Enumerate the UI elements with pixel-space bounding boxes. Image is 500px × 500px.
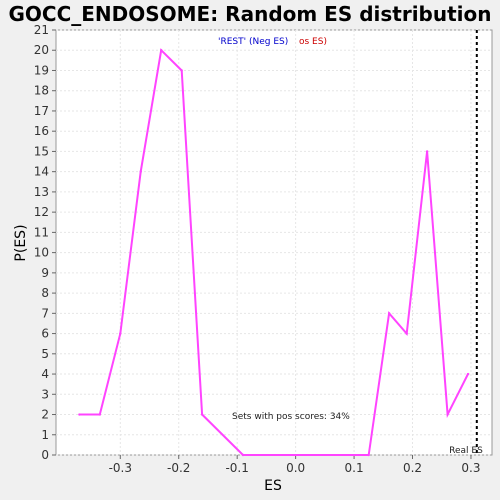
- x-tick-label: -0.2: [167, 461, 190, 475]
- x-tick-label: -0.1: [225, 461, 248, 475]
- y-tick-label: 2: [41, 408, 49, 422]
- plot-area: [55, 29, 493, 456]
- grid: [56, 29, 492, 456]
- data-point: [119, 332, 122, 335]
- y-tick-label: 13: [34, 185, 49, 199]
- data-point: [367, 453, 370, 457]
- y-tick-label: 20: [34, 43, 49, 57]
- y-tick-label: 19: [34, 63, 49, 77]
- data-point: [180, 69, 183, 72]
- y-tick-label: 5: [41, 347, 49, 361]
- y-tick-label: 7: [41, 306, 49, 320]
- y-tick-label: 14: [34, 165, 49, 179]
- y-tick-label: 15: [34, 144, 49, 158]
- y-tick-label: 6: [41, 327, 49, 341]
- x-tick-label: 0.1: [345, 461, 364, 475]
- y-tick-label: 17: [34, 104, 49, 118]
- data-point: [98, 413, 102, 416]
- data-point: [139, 170, 142, 173]
- y-tick-label: 18: [34, 84, 49, 98]
- data-point: [466, 372, 470, 376]
- x-axis-ticks: -0.3 -0.2 -0.1 0.0 0.1 0.2 0.3: [109, 455, 481, 475]
- x-tick-label: 0.2: [403, 461, 422, 475]
- series-line: [79, 48, 469, 456]
- data-point: [200, 413, 204, 416]
- y-tick-label: 11: [34, 225, 49, 239]
- x-axis-label: ES: [264, 478, 282, 494]
- chart-title: GOCC_ENDOSOME: Random ES distribution: [8, 2, 491, 26]
- x-tick-label: -0.3: [109, 461, 132, 475]
- y-tick-label: 12: [34, 205, 49, 219]
- data-point: [387, 312, 391, 315]
- y-tick-label: 10: [34, 246, 49, 260]
- legend-pos-label: os ES): [299, 37, 327, 47]
- real-es-label: Real ES: [449, 446, 483, 456]
- y-tick-label: 8: [41, 286, 49, 300]
- data-point: [446, 413, 449, 416]
- data-point: [241, 453, 245, 457]
- data-point: [78, 413, 81, 416]
- x-tick-label: 0.0: [286, 461, 305, 475]
- data-point: [405, 332, 408, 335]
- data-point: [425, 150, 429, 153]
- y-tick-label: 4: [41, 367, 49, 381]
- legend-rest-label: 'REST' (Neg ES): [218, 37, 288, 47]
- y-tick-label: 16: [34, 124, 49, 138]
- y-axis-label: P(ES): [13, 224, 29, 261]
- y-tick-label: 3: [41, 387, 49, 401]
- y-tick-label: 21: [34, 23, 49, 37]
- y-tick-label: 0: [41, 448, 49, 462]
- data-point: [160, 49, 163, 52]
- y-tick-label: 1: [41, 428, 49, 442]
- series-points: [78, 49, 470, 457]
- pos-scores-annotation: Sets with pos scores: 34%: [232, 412, 350, 422]
- y-tick-label: 9: [41, 266, 49, 280]
- x-tick-label: 0.3: [461, 461, 480, 475]
